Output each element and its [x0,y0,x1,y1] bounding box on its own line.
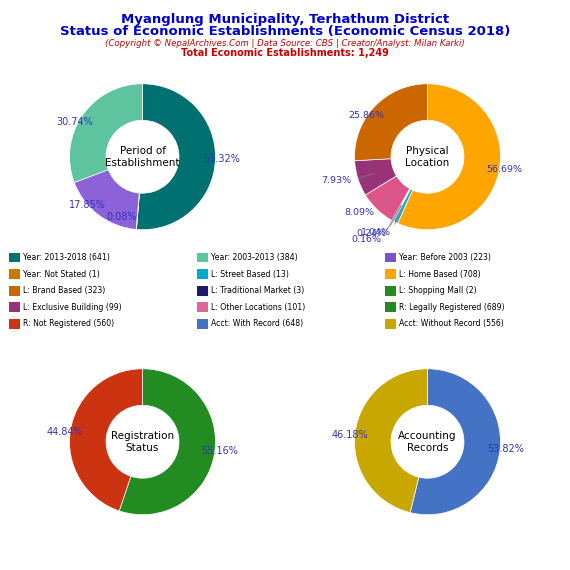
Wedge shape [392,189,410,221]
Wedge shape [355,369,428,512]
Text: L: Traditional Market (3): L: Traditional Market (3) [211,286,304,295]
Text: 51.32%: 51.32% [203,154,240,164]
Wedge shape [74,170,139,230]
Wedge shape [398,84,500,230]
Wedge shape [119,369,215,515]
Text: Year: 2003-2013 (384): Year: 2003-2013 (384) [211,253,298,262]
Text: 1.04%: 1.04% [361,227,391,237]
Wedge shape [70,84,142,182]
Text: Year: Not Stated (1): Year: Not Stated (1) [23,270,100,279]
Text: 30.74%: 30.74% [56,117,93,127]
Text: Myanglung Municipality, Terhathum District: Myanglung Municipality, Terhathum Distri… [121,13,449,26]
Wedge shape [393,189,413,223]
Wedge shape [70,369,142,511]
Text: Accounting
Records: Accounting Records [398,431,457,453]
Text: R: Legally Registered (689): R: Legally Registered (689) [399,303,504,312]
Text: 56.69%: 56.69% [486,165,522,174]
Text: R: Not Registered (560): R: Not Registered (560) [23,319,114,328]
Wedge shape [136,84,215,230]
Text: 0.16%: 0.16% [352,235,381,244]
Text: Acct: Without Record (556): Acct: Without Record (556) [399,319,504,328]
Wedge shape [393,189,410,221]
Text: L: Street Based (13): L: Street Based (13) [211,270,289,279]
Text: (Copyright © NepalArchives.Com | Data Source: CBS | Creator/Analyst: Milan Karki: (Copyright © NepalArchives.Com | Data So… [105,39,465,48]
Wedge shape [410,369,500,515]
Text: Total Economic Establishments: 1,249: Total Economic Establishments: 1,249 [181,48,389,58]
Text: Year: Before 2003 (223): Year: Before 2003 (223) [399,253,491,262]
Text: Acct: With Record (648): Acct: With Record (648) [211,319,303,328]
Text: 8.09%: 8.09% [344,207,374,217]
Wedge shape [136,193,140,230]
Text: Status of Economic Establishments (Economic Census 2018): Status of Economic Establishments (Econo… [60,25,510,38]
Text: Registration
Status: Registration Status [111,431,174,453]
Text: 44.84%: 44.84% [47,427,83,437]
Text: 0.24%: 0.24% [356,229,386,238]
Text: L: Home Based (708): L: Home Based (708) [399,270,481,279]
Wedge shape [365,176,410,221]
Text: 7.93%: 7.93% [321,176,351,185]
Wedge shape [355,158,397,195]
Text: L: Brand Based (323): L: Brand Based (323) [23,286,105,295]
Text: L: Shopping Mall (2): L: Shopping Mall (2) [399,286,477,295]
Text: L: Other Locations (101): L: Other Locations (101) [211,303,305,312]
Text: Year: 2013-2018 (641): Year: 2013-2018 (641) [23,253,109,262]
Text: 55.16%: 55.16% [202,446,238,457]
Text: Physical
Location: Physical Location [405,146,450,168]
Text: 17.85%: 17.85% [69,200,106,210]
Text: 46.18%: 46.18% [332,430,368,439]
Text: L: Exclusive Building (99): L: Exclusive Building (99) [23,303,121,312]
Text: 0.08%: 0.08% [107,212,137,222]
Wedge shape [355,84,428,161]
Text: 25.86%: 25.86% [348,111,384,120]
Text: 53.82%: 53.82% [487,444,524,454]
Text: Period of
Establishment: Period of Establishment [105,146,180,168]
